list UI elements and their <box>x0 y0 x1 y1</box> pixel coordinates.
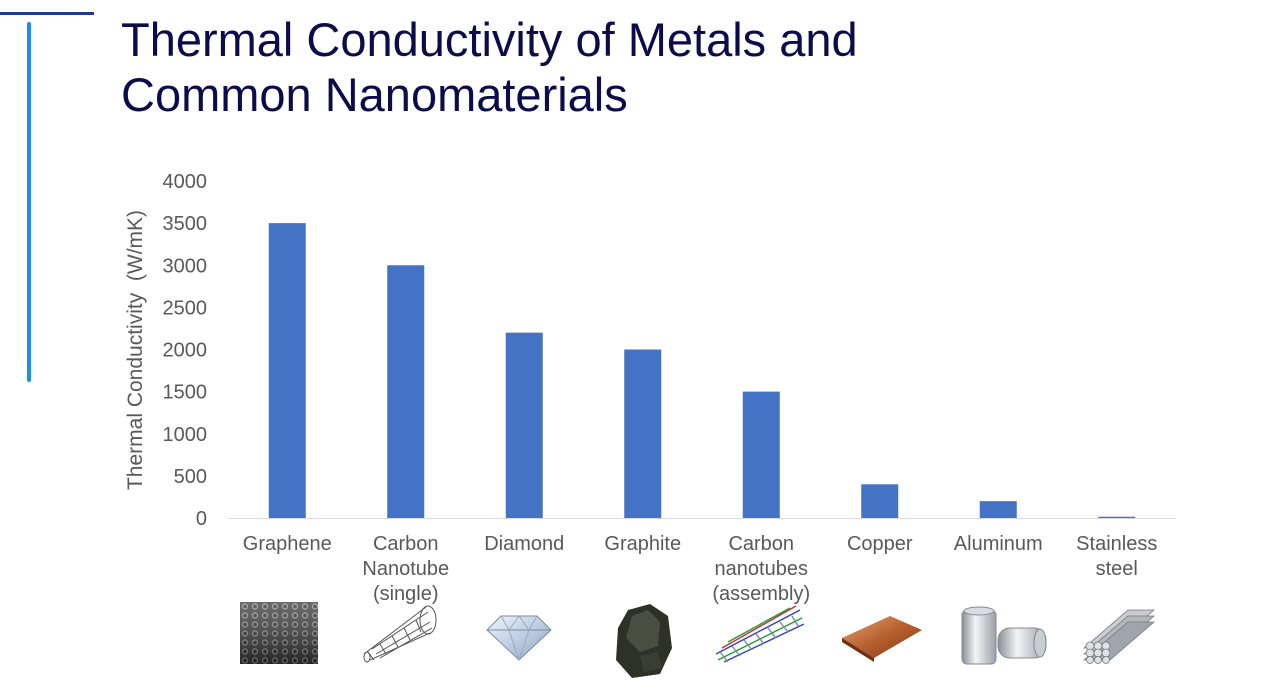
slide-title: Thermal Conductivity of Metals and Commo… <box>121 12 1121 122</box>
bar <box>268 223 306 518</box>
x-axis-labels: Graphene Carbon Nanotube (single) Diamond Gra… <box>243 533 1158 605</box>
y-tick-label: 2500 <box>163 297 208 319</box>
y-tick-label: 0 <box>196 508 207 530</box>
y-tick-label: 3500 <box>163 213 208 235</box>
y-tick-label: 4000 <box>163 171 208 193</box>
x-tick-label: Carbon Nanotube (single) <box>362 533 449 605</box>
y-tick-label: 2000 <box>163 340 208 362</box>
y-tick-label: 1000 <box>163 424 208 446</box>
aluminum-can-icon <box>961 606 1047 665</box>
x-tick-label: Aluminum <box>954 533 1043 555</box>
bar <box>505 332 543 518</box>
x-tick-label: Graphene <box>243 533 332 555</box>
x-tick-label: Diamond <box>484 533 564 555</box>
bar <box>1098 516 1136 518</box>
steel-rods-icon <box>1082 609 1156 664</box>
y-tick-label: 3000 <box>163 255 208 277</box>
x-tick-label: Graphite <box>604 533 681 555</box>
diamond-icon <box>486 615 552 662</box>
bar <box>861 484 899 518</box>
y-tick-label: 1500 <box>163 382 208 404</box>
y-axis: 0 500 1000 1500 2000 2500 3000 3500 4000 <box>163 171 208 530</box>
y-axis-title: Thermal Conductivity (W/mK) <box>124 210 147 490</box>
nanotube-assembly-icon <box>715 605 805 663</box>
x-tick-label: Stainless steel <box>1076 533 1157 580</box>
x-tick-label: Copper <box>847 533 913 555</box>
x-tick-label: Carbon nanotubes (assembly) <box>712 533 810 605</box>
bar <box>387 265 425 518</box>
graphite-rock-icon <box>616 604 672 678</box>
bar <box>624 349 662 518</box>
graphene-lattice-icon <box>240 602 318 664</box>
slide-title-line-2: Common Nanomaterials <box>121 68 628 121</box>
bars <box>268 223 1136 518</box>
bar <box>979 501 1017 518</box>
carbon-nanotube-icon <box>363 605 437 663</box>
slide-title-line-1: Thermal Conductivity of Metals and <box>121 13 858 66</box>
bar <box>742 391 780 518</box>
left-accent-line <box>27 22 31 382</box>
y-tick-label: 500 <box>174 466 207 488</box>
top-accent-rule <box>0 12 94 15</box>
copper-sheet-icon <box>842 616 922 662</box>
